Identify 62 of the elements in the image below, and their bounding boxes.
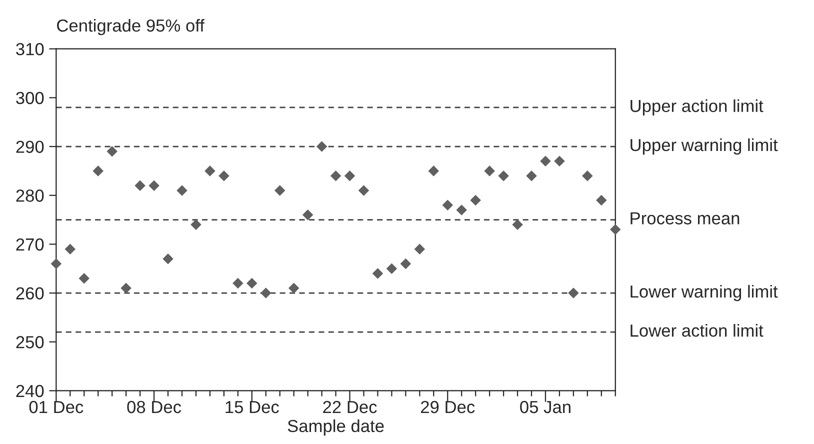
y-tick-label: 290 xyxy=(16,140,44,153)
point xyxy=(498,170,509,182)
point xyxy=(176,185,188,196)
x-tick-label: 08 Dec xyxy=(127,400,182,414)
point xyxy=(414,244,426,254)
point xyxy=(330,170,342,182)
x-tick-label: 29 Dec xyxy=(420,400,475,414)
point xyxy=(358,185,370,196)
point xyxy=(148,180,160,191)
x-tick-label: 15 Dec xyxy=(226,401,279,414)
y-tick-label: 260 xyxy=(16,287,44,300)
y-tick-label: 300 xyxy=(16,92,44,104)
ref-line-label: Upper action limit xyxy=(630,99,764,116)
point xyxy=(582,170,593,182)
point xyxy=(568,288,579,298)
x-tick-label: 22 Dec xyxy=(323,400,377,414)
point xyxy=(64,244,76,254)
point xyxy=(484,166,495,176)
point xyxy=(106,146,118,157)
x-tick-label: 01 Dec xyxy=(29,400,84,414)
x-tick-label: 05 Jan xyxy=(520,400,570,414)
point xyxy=(428,166,440,176)
point xyxy=(288,282,300,294)
point xyxy=(190,219,202,230)
point xyxy=(232,278,244,289)
point xyxy=(540,156,551,167)
point xyxy=(218,170,230,182)
ref-line-label: Lower action limit xyxy=(630,324,764,337)
point xyxy=(442,200,453,211)
point xyxy=(162,253,174,264)
ref-line-label: Process mean xyxy=(630,212,740,224)
y-tick-label: 270 xyxy=(16,238,44,251)
ref-line-label: Upper warning limit xyxy=(630,138,778,155)
point xyxy=(386,263,398,274)
y-tick-label: 250 xyxy=(16,336,44,348)
point xyxy=(302,210,314,220)
y-tick-label: 240 xyxy=(16,384,44,398)
point xyxy=(596,194,607,206)
y-axis-title: Centigrade 95% off xyxy=(57,18,205,36)
point xyxy=(400,258,412,270)
point xyxy=(512,219,523,230)
point xyxy=(78,273,90,284)
point xyxy=(260,288,272,298)
point xyxy=(456,204,467,216)
y-tick-label: 280 xyxy=(16,190,44,202)
point xyxy=(92,166,104,176)
point xyxy=(246,278,258,289)
point xyxy=(204,166,216,176)
x-axis-title: Sample date xyxy=(288,419,384,436)
point xyxy=(120,282,132,294)
point xyxy=(316,141,328,152)
point xyxy=(372,268,384,279)
point xyxy=(610,224,621,235)
point xyxy=(134,180,146,191)
point xyxy=(470,194,481,206)
point xyxy=(50,258,62,270)
y-tick-label: 310 xyxy=(16,43,44,56)
ref-line-label: Lower warning limit xyxy=(630,284,778,302)
point xyxy=(344,170,356,182)
point xyxy=(554,156,565,167)
point xyxy=(274,185,286,196)
point xyxy=(526,170,537,182)
